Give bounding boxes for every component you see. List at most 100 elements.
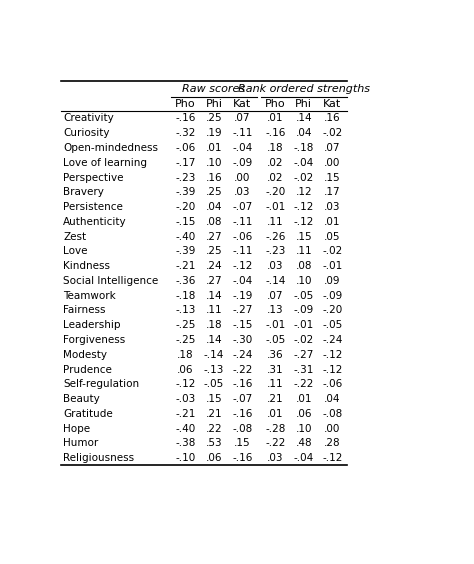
Text: .17: .17 — [324, 187, 341, 197]
Text: .31: .31 — [267, 364, 283, 374]
Text: .00: .00 — [234, 173, 251, 183]
Text: .00: .00 — [324, 158, 340, 168]
Text: .25: .25 — [206, 113, 222, 124]
Text: .14: .14 — [206, 335, 222, 345]
Text: .03: .03 — [234, 187, 251, 197]
Text: Leadership: Leadership — [64, 320, 121, 330]
Text: .15: .15 — [324, 173, 341, 183]
Text: -.01: -.01 — [265, 320, 285, 330]
Text: Authenticity: Authenticity — [64, 217, 127, 227]
Text: -.09: -.09 — [294, 306, 314, 315]
Text: Religiousness: Religiousness — [64, 453, 135, 463]
Text: -.05: -.05 — [294, 290, 314, 301]
Text: -.01: -.01 — [265, 202, 285, 212]
Text: -.39: -.39 — [175, 187, 196, 197]
Text: -.11: -.11 — [232, 246, 253, 257]
Text: -.12: -.12 — [232, 261, 253, 271]
Text: -.20: -.20 — [322, 306, 342, 315]
Text: -.16: -.16 — [175, 113, 196, 124]
Text: -.09: -.09 — [232, 158, 253, 168]
Text: .25: .25 — [206, 246, 222, 257]
Text: -.07: -.07 — [232, 202, 253, 212]
Text: -.08: -.08 — [322, 409, 342, 419]
Text: -.36: -.36 — [175, 276, 196, 286]
Text: -.22: -.22 — [293, 379, 314, 389]
Text: .18: .18 — [206, 320, 222, 330]
Text: .01: .01 — [206, 143, 222, 153]
Text: .03: .03 — [267, 261, 283, 271]
Text: -.01: -.01 — [294, 320, 314, 330]
Text: -.22: -.22 — [232, 364, 253, 374]
Text: Kat: Kat — [323, 99, 341, 109]
Text: Hope: Hope — [64, 424, 91, 434]
Text: -.12: -.12 — [322, 364, 343, 374]
Text: Gratitude: Gratitude — [64, 409, 113, 419]
Text: -.26: -.26 — [265, 232, 285, 241]
Text: Modesty: Modesty — [64, 350, 107, 360]
Text: .04: .04 — [324, 394, 340, 404]
Text: -.12: -.12 — [322, 350, 343, 360]
Text: Pho: Pho — [265, 99, 286, 109]
Text: Humor: Humor — [64, 438, 99, 448]
Text: -.12: -.12 — [322, 453, 343, 463]
Text: -.23: -.23 — [265, 246, 285, 257]
Text: -.32: -.32 — [175, 128, 196, 138]
Text: -.23: -.23 — [175, 173, 196, 183]
Text: -.06: -.06 — [322, 379, 342, 389]
Text: Curiosity: Curiosity — [64, 128, 110, 138]
Text: .11: .11 — [267, 379, 283, 389]
Text: .10: .10 — [296, 424, 312, 434]
Text: .07: .07 — [234, 113, 251, 124]
Text: -.02: -.02 — [322, 128, 342, 138]
Text: Prudence: Prudence — [64, 364, 112, 374]
Text: -.22: -.22 — [265, 438, 285, 448]
Text: -.12: -.12 — [293, 202, 314, 212]
Text: Forgiveness: Forgiveness — [64, 335, 126, 345]
Text: -.05: -.05 — [322, 320, 342, 330]
Text: .05: .05 — [324, 232, 340, 241]
Text: -.11: -.11 — [232, 217, 253, 227]
Text: -.14: -.14 — [265, 276, 285, 286]
Text: -.16: -.16 — [232, 379, 253, 389]
Text: -.12: -.12 — [175, 379, 196, 389]
Text: -.15: -.15 — [175, 217, 196, 227]
Text: .18: .18 — [267, 143, 283, 153]
Text: -.17: -.17 — [175, 158, 196, 168]
Text: .10: .10 — [296, 276, 312, 286]
Text: .14: .14 — [206, 290, 222, 301]
Text: -.04: -.04 — [294, 158, 314, 168]
Text: .08: .08 — [206, 217, 222, 227]
Text: .22: .22 — [206, 424, 222, 434]
Text: .11: .11 — [267, 217, 283, 227]
Text: .21: .21 — [206, 409, 222, 419]
Text: .00: .00 — [324, 424, 340, 434]
Text: .28: .28 — [324, 438, 341, 448]
Text: .02: .02 — [267, 158, 283, 168]
Text: Fairness: Fairness — [64, 306, 106, 315]
Text: Bravery: Bravery — [64, 187, 104, 197]
Text: -.06: -.06 — [175, 143, 196, 153]
Text: -.39: -.39 — [175, 246, 196, 257]
Text: -.20: -.20 — [175, 202, 196, 212]
Text: .24: .24 — [206, 261, 222, 271]
Text: -.10: -.10 — [175, 453, 196, 463]
Text: -.07: -.07 — [232, 394, 253, 404]
Text: Pho: Pho — [175, 99, 196, 109]
Text: Rank ordered strengths: Rank ordered strengths — [238, 84, 370, 94]
Text: .04: .04 — [206, 202, 222, 212]
Text: Raw scores: Raw scores — [182, 84, 246, 94]
Text: .03: .03 — [324, 202, 340, 212]
Text: Social Intelligence: Social Intelligence — [64, 276, 158, 286]
Text: -.30: -.30 — [232, 335, 253, 345]
Text: .11: .11 — [206, 306, 222, 315]
Text: -.19: -.19 — [232, 290, 253, 301]
Text: .16: .16 — [206, 173, 222, 183]
Text: -.27: -.27 — [293, 350, 314, 360]
Text: .08: .08 — [296, 261, 312, 271]
Text: -.03: -.03 — [175, 394, 196, 404]
Text: Beauty: Beauty — [64, 394, 100, 404]
Text: .36: .36 — [267, 350, 283, 360]
Text: Creativity: Creativity — [64, 113, 114, 124]
Text: -.25: -.25 — [175, 320, 196, 330]
Text: -.25: -.25 — [175, 335, 196, 345]
